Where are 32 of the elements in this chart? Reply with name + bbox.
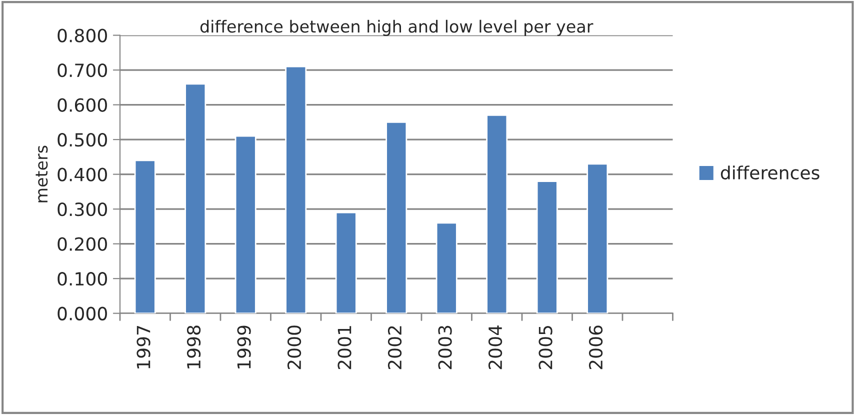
legend-label: differences — [720, 166, 820, 180]
y-axis-title: meters — [36, 146, 48, 202]
x-tick-label: 1997 — [136, 326, 150, 368]
bar — [436, 222, 458, 314]
bar — [386, 121, 408, 314]
bar — [184, 83, 206, 314]
x-tick-label: 1999 — [237, 326, 251, 368]
bar — [335, 212, 357, 314]
bar — [234, 135, 256, 314]
bar — [536, 180, 558, 314]
y-tick-label: 0.300 — [58, 202, 107, 216]
x-tick-label: 1998 — [186, 326, 201, 368]
x-tick-label: 2001 — [338, 326, 352, 370]
y-tick-label: 0.700 — [58, 63, 107, 78]
y-tick-label: 0.800 — [58, 28, 107, 42]
x-tick-label: 2000 — [287, 326, 302, 370]
y-tick-label: 0.400 — [58, 168, 107, 182]
bar — [586, 163, 608, 314]
bar — [134, 160, 156, 314]
x-tick-label: 2006 — [588, 326, 603, 370]
y-tick-label: 0.500 — [58, 133, 107, 147]
x-tick-label: 2004 — [488, 325, 502, 370]
y-tick-label: 0.600 — [58, 98, 107, 112]
x-tick-label: 2002 — [388, 326, 402, 370]
bar — [285, 66, 307, 314]
bar — [486, 114, 508, 314]
y-tick-label: 0.200 — [58, 237, 107, 251]
y-tick-label: 0.100 — [58, 272, 107, 286]
y-tick-label: 0.000 — [58, 306, 107, 320]
x-tick-label: 2003 — [438, 326, 452, 370]
x-tick-label: 2005 — [538, 326, 552, 370]
chart-title: difference between high and low level per year — [200, 20, 594, 36]
